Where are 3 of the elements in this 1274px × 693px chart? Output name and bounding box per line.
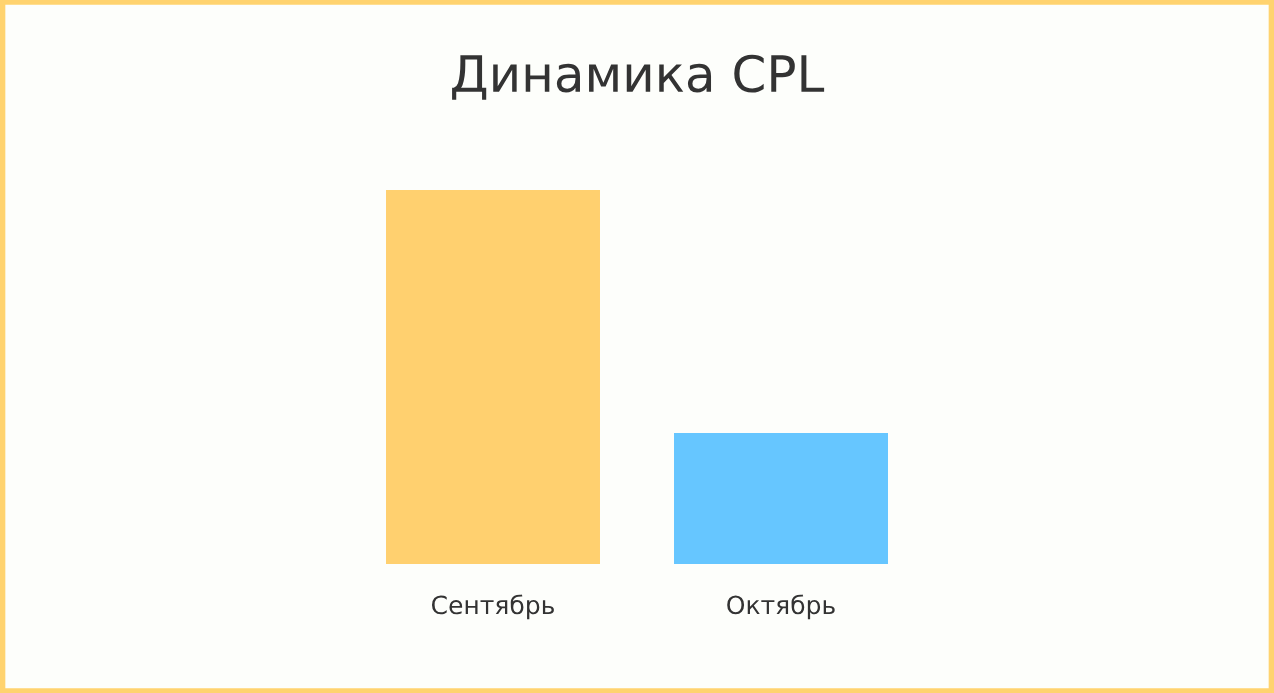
- chart-title: Динамика CPL: [452, 54, 825, 100]
- x-tick-label: Октябрь: [727, 594, 835, 620]
- x-tick-label: Сентябрь: [432, 594, 554, 620]
